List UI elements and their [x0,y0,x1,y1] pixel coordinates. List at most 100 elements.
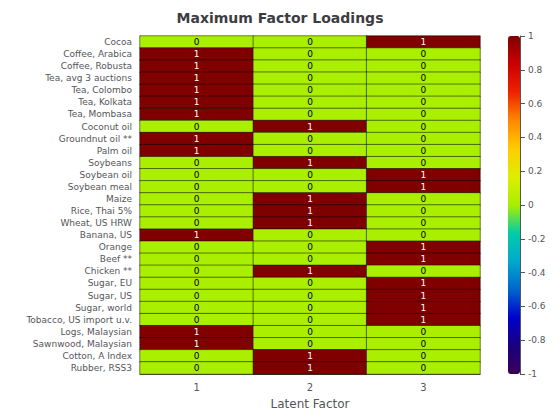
svg-text:0.4: 0.4 [528,132,543,142]
svg-text:1: 1 [307,194,313,204]
svg-text:0: 0 [307,254,313,264]
svg-text:Coffee, Robusta: Coffee, Robusta [61,61,132,71]
svg-text:3: 3 [420,382,426,393]
svg-text:0: 0 [420,73,426,83]
svg-text:0: 0 [194,158,200,168]
svg-text:0: 0 [307,97,313,107]
svg-text:0: 0 [307,182,313,192]
svg-text:1: 1 [307,206,313,216]
svg-text:2: 2 [307,382,313,393]
svg-text:Sugar, world: Sugar, world [75,303,132,313]
svg-text:1: 1 [194,49,200,59]
svg-text:Cotton, A Index: Cotton, A Index [62,351,132,361]
svg-text:1: 1 [420,254,426,264]
svg-text:0: 0 [307,278,313,288]
svg-text:Maximum Factor Loadings: Maximum Factor Loadings [177,10,384,26]
svg-text:1: 1 [194,61,200,71]
svg-text:0: 0 [307,291,313,301]
svg-text:0: 0 [307,146,313,156]
svg-text:0: 0 [194,278,200,288]
svg-text:0: 0 [528,200,534,210]
svg-text:Maize: Maize [106,194,133,204]
svg-text:0: 0 [194,242,200,252]
svg-text:0: 0 [194,303,200,313]
svg-text:0.2: 0.2 [528,166,542,176]
svg-text:1: 1 [420,315,426,325]
svg-text:Tobacco, US import u.v.: Tobacco, US import u.v. [25,315,132,325]
svg-text:0: 0 [307,327,313,337]
svg-text:1: 1 [528,31,534,41]
svg-text:0.6: 0.6 [528,99,543,109]
svg-text:-0.8: -0.8 [528,335,546,345]
svg-text:Tea, avg 3 auctions: Tea, avg 3 auctions [44,73,132,83]
svg-text:1: 1 [194,339,200,349]
svg-text:1: 1 [194,85,200,95]
svg-text:Cocoa: Cocoa [104,37,132,47]
svg-text:0: 0 [307,37,313,47]
svg-text:0: 0 [194,218,200,228]
svg-text:1: 1 [420,242,426,252]
svg-text:0: 0 [420,194,426,204]
svg-text:1: 1 [194,97,200,107]
svg-text:-0.4: -0.4 [528,268,546,278]
svg-text:Tea, Kolkata: Tea, Kolkata [77,97,132,107]
svg-text:1: 1 [307,122,313,132]
svg-text:0: 0 [420,206,426,216]
svg-text:0: 0 [194,122,200,132]
svg-text:0: 0 [420,146,426,156]
svg-text:Soybean oil: Soybean oil [80,170,132,180]
svg-text:1: 1 [307,158,313,168]
svg-text:1: 1 [420,37,426,47]
svg-text:1: 1 [420,182,426,192]
svg-text:0: 0 [307,134,313,144]
svg-text:0: 0 [307,85,313,95]
svg-text:0: 0 [307,61,313,71]
svg-text:0: 0 [307,73,313,83]
svg-text:0: 0 [420,158,426,168]
svg-text:Coconut oil: Coconut oil [81,122,132,132]
svg-text:-0.2: -0.2 [528,234,546,244]
svg-text:0: 0 [420,230,426,240]
svg-text:Tea, Colombo: Tea, Colombo [70,85,132,95]
svg-text:Soybean meal: Soybean meal [68,182,132,192]
svg-text:0: 0 [420,351,426,361]
svg-text:0: 0 [420,218,426,228]
svg-text:Palm oil: Palm oil [97,146,132,156]
svg-text:0: 0 [194,291,200,301]
svg-text:0: 0 [420,327,426,337]
svg-text:0.8: 0.8 [528,65,543,75]
svg-text:0: 0 [420,339,426,349]
svg-text:0: 0 [194,37,200,47]
svg-text:1: 1 [193,382,199,393]
svg-text:0: 0 [307,242,313,252]
svg-text:0: 0 [307,170,313,180]
svg-text:1: 1 [194,146,200,156]
svg-text:-1: -1 [528,369,537,379]
svg-text:0: 0 [307,339,313,349]
svg-text:1: 1 [307,351,313,361]
svg-text:-0.6: -0.6 [528,301,546,311]
svg-text:0: 0 [194,194,200,204]
svg-text:Tea, Mombasa: Tea, Mombasa [67,109,132,119]
svg-text:0: 0 [420,61,426,71]
svg-text:1: 1 [307,363,313,373]
svg-text:0: 0 [307,230,313,240]
svg-text:1: 1 [194,134,200,144]
svg-text:Wheat, US HRW: Wheat, US HRW [60,218,132,228]
svg-text:0: 0 [420,97,426,107]
svg-text:0: 0 [307,109,313,119]
svg-text:Latent Factor: Latent Factor [271,397,350,411]
svg-text:0: 0 [194,351,200,361]
svg-text:Sawnwood, Malaysian: Sawnwood, Malaysian [33,339,132,349]
svg-text:0: 0 [194,266,200,276]
svg-text:1: 1 [307,218,313,228]
svg-text:Rice, Thai 5%: Rice, Thai 5% [71,206,133,216]
svg-text:0: 0 [420,266,426,276]
svg-text:Rubber, RSS3: Rubber, RSS3 [71,363,132,373]
svg-text:Groundnut oil **: Groundnut oil ** [59,134,133,144]
svg-text:0: 0 [420,85,426,95]
svg-text:0: 0 [194,170,200,180]
svg-text:0: 0 [194,363,200,373]
svg-text:0: 0 [420,363,426,373]
svg-text:1: 1 [420,278,426,288]
